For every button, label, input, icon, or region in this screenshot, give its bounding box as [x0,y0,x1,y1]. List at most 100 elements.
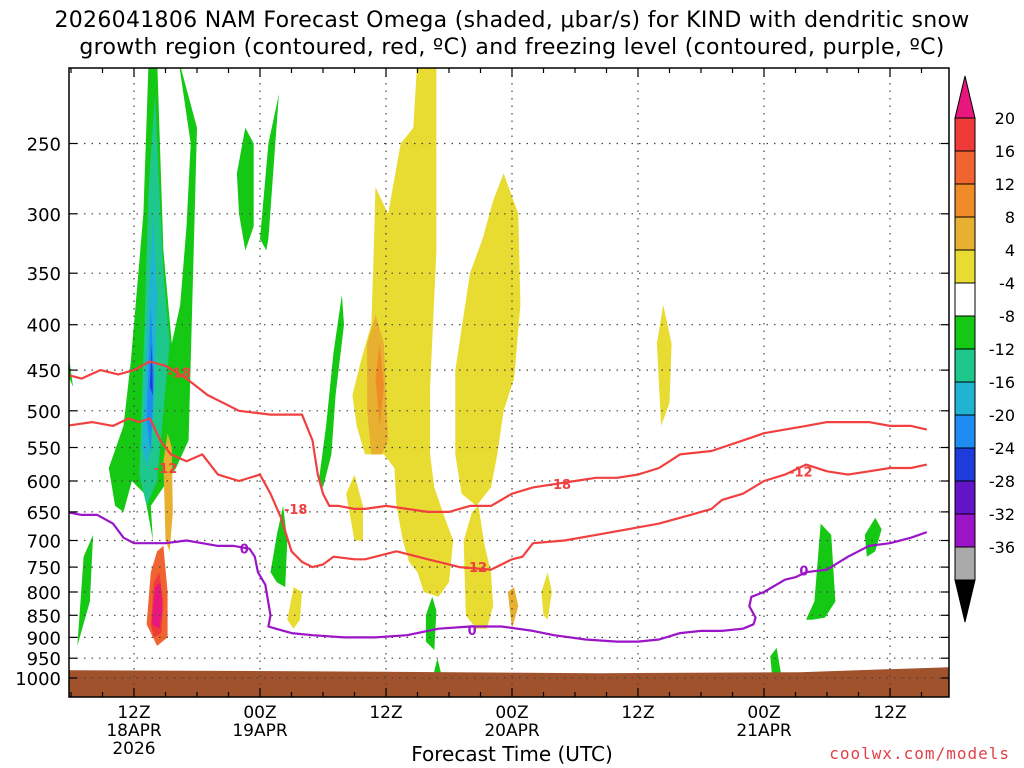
omega-region [425,596,437,650]
colorbar: 20 16 12 8 4 -4 -8 -12 -16 -20 -24 -28 -32 -36 [954,75,1015,623]
x-tick-label: 12Z [117,703,150,723]
y-tick-label: 900 [27,628,61,649]
colorbar-label: -16 [989,373,1015,392]
y-tick-label: 800 [27,583,61,604]
omega-region [507,587,519,629]
colorbar-label: -28 [989,472,1015,491]
omega-region [236,127,254,251]
colorbar-bin [954,249,976,284]
omega-region [352,68,454,597]
colorbar-label: 20 [995,109,1015,128]
chart-title-line-1: 2026041806 NAM Forecast Omega (shaded, μ… [54,8,970,33]
omega-region [260,94,279,251]
colorbar-bin [954,282,976,317]
omega-region [77,534,94,646]
omega-region [656,304,672,426]
omega-region [864,517,882,557]
omega-region [318,294,344,488]
x-tick-label: 12Z [369,703,402,723]
colorbar-top-arrow [954,75,976,119]
colorbar-label: -8 [999,307,1015,326]
y-tick-label: 950 [27,649,61,670]
y-tick-label: 750 [27,558,61,579]
contour-label: 0 [799,565,808,580]
x-tick-label: 21APR [736,721,792,741]
colorbar-label: 4 [1005,241,1015,260]
y-tick-label: 450 [27,361,61,382]
x-axis-title: Forecast Time (UTC) [411,742,613,766]
x-tick-label: 00Z [243,703,276,723]
contour-line [69,511,928,643]
colorbar-bin [954,117,976,152]
contour-label: 0 [240,543,249,558]
contour-label: -18 [548,478,572,493]
colorbar-bottom-arrow [954,579,976,623]
colorbar-bin [954,216,976,251]
omega-region [463,505,494,629]
colorbar-label: 16 [995,142,1015,161]
contour-label: -12 [464,561,488,576]
terrain-layer [69,667,949,697]
colorbar-label: 12 [995,175,1015,194]
omega-region [770,647,781,680]
colorbar-bin [954,513,976,548]
y-tick-label: 350 [27,264,61,285]
colorbar-bin [954,447,976,482]
tick-layer [69,68,949,697]
omega-region [455,173,521,506]
x-tick-label: 00Z [747,703,780,723]
contour-label: -18 [167,367,191,382]
terrain-fill [69,667,949,697]
y-tick-label: 700 [27,532,61,553]
colorbar-bin [954,480,976,515]
contour-line [69,417,928,571]
omega-region [149,343,153,395]
y-tick-label: 650 [27,503,61,524]
omega-region [69,357,74,387]
chart-title-line-2: growth region (contoured, red, ºC) and f… [79,35,945,60]
y-tick-label: 850 [27,606,61,627]
y-tick-label: 1000 [15,669,61,690]
x-tick-label: 19APR [232,721,288,741]
colorbar-label: -12 [989,340,1015,359]
omega-shading-layer [69,68,882,680]
colorbar-bin [954,315,976,350]
contour-label: 0 [468,624,477,639]
colorbar-label: 8 [1005,208,1015,227]
y-tick-label: 550 [27,439,61,460]
omega-region [346,474,363,541]
colorbar-label: -24 [989,439,1015,458]
x-tick-label: 2026 [112,739,155,759]
colorbar-label: -32 [989,505,1015,524]
y-tick-label: 250 [27,135,61,156]
y-tick-label: 400 [27,316,61,337]
x-tick-label: 12Z [873,703,906,723]
colorbar-label: -36 [989,538,1015,557]
y-axis-labels: 2503003504004505005506006507007508008509… [15,135,61,691]
omega-region [270,505,288,588]
omega-region [541,572,552,620]
x-tick-label: 00Z [495,703,528,723]
contour-line [69,360,928,513]
x-tick-label: 12Z [621,703,654,723]
colorbar-bin [954,414,976,449]
colorbar-bin [954,183,976,218]
plot-frame [68,67,950,698]
colorbar-bin [954,348,976,383]
omega-region [375,343,384,426]
x-tick-label: 20APR [484,721,540,741]
omega-region [151,582,163,629]
omega-region [163,433,173,552]
x-tick-label: 18APR [106,721,162,741]
colorbar-bin [954,150,976,185]
colorbar-bin [954,546,976,581]
colorbar-label: -4 [999,274,1015,293]
y-tick-label: 300 [27,205,61,226]
colorbar-bin [954,381,976,416]
omega-region [287,587,302,629]
contour-label: -18 [284,503,308,518]
y-tick-label: 600 [27,472,61,493]
contour-label: -12 [154,462,178,477]
